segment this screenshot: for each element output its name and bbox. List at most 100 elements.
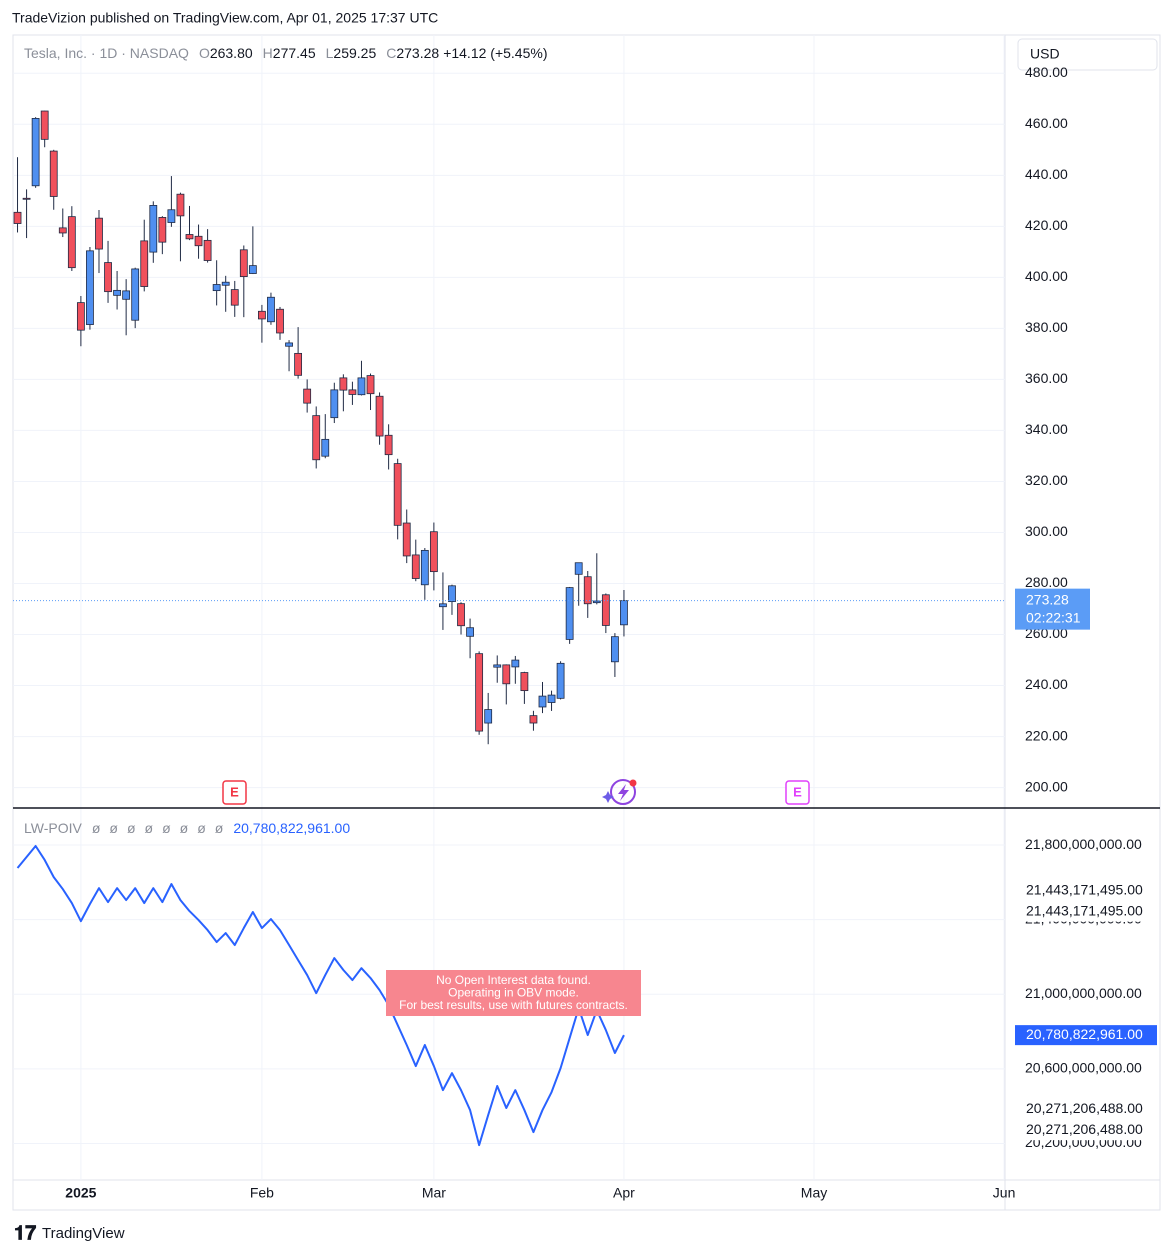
y-tick-label: 440.00: [1025, 166, 1068, 182]
annotation-text: For best results, use with futures contr…: [399, 998, 628, 1012]
ohlc-value: 263.80: [209, 45, 253, 61]
last-price-label: 273.28: [1026, 591, 1069, 607]
candle-body: [131, 268, 140, 321]
level-label-bg: [1018, 901, 1156, 922]
candle-body: [466, 627, 474, 637]
indicator-value: 20,780,822,961.00: [233, 820, 351, 836]
candle-body: [375, 395, 384, 437]
y-tick-label: 220.00: [1025, 727, 1068, 743]
ohlc-key: C: [386, 45, 397, 61]
candle-body: [348, 389, 357, 395]
earnings-label[interactable]: E: [230, 784, 239, 799]
candle-body: [267, 296, 275, 323]
candle-body: [86, 250, 94, 325]
candle-body: [439, 603, 447, 608]
brand: TradingView: [42, 1225, 125, 1242]
candle-body: [384, 434, 393, 456]
x-tick-label: May: [801, 1185, 827, 1201]
level-label: 20,271,206,488.00: [1026, 1121, 1143, 1137]
level-label: 21,443,171,495.00: [1026, 881, 1143, 897]
y-tick-label: 420.00: [1025, 217, 1068, 233]
candle-body: [294, 352, 303, 376]
ohlc-key: O: [198, 45, 210, 61]
brand-logo: 𝟏𝟕: [14, 1222, 36, 1244]
currency-button[interactable]: [1017, 38, 1158, 71]
candle-body: [592, 600, 601, 604]
last-value-box: [1015, 1025, 1157, 1046]
ohlc-value: 273.28: [396, 45, 440, 61]
candle-body: [339, 377, 348, 391]
candle-body: [610, 636, 619, 663]
y-tick-label: 320.00: [1025, 472, 1068, 488]
x-tick-label: Jun: [993, 1185, 1016, 1201]
candle-body: [176, 193, 185, 217]
candle-body: [330, 389, 339, 419]
event-icon[interactable]: [610, 779, 636, 805]
candle-body: [76, 302, 85, 331]
candle-body: [67, 216, 76, 269]
input-symbol: ø: [214, 820, 224, 836]
candle-body: [149, 205, 158, 253]
change: +14.12 (+5.45%): [443, 45, 548, 61]
candle-body: [574, 562, 583, 575]
candle-body: [167, 209, 176, 223]
candle-body: [113, 289, 121, 296]
candle-body: [276, 308, 284, 334]
candle-body: [13, 211, 22, 224]
y-tick-label: 360.00: [1025, 370, 1068, 386]
currency[interactable]: USD: [1030, 46, 1060, 62]
y-tick-label: 380.00: [1025, 319, 1068, 335]
candle-body: [58, 227, 67, 234]
candle-body: [40, 110, 49, 140]
candle-body: [203, 239, 212, 261]
x-tick-label: 2025: [65, 1185, 96, 1201]
input-symbol: ø: [126, 820, 136, 836]
candle-body: [303, 388, 312, 404]
y-tick-label: 460.00: [1025, 115, 1068, 131]
candle-body: [194, 235, 203, 247]
input-symbol: ø: [144, 820, 154, 836]
price-legend: Tesla, Inc. · 1D · NASDAQ O 263.80 H 277.45…: [24, 45, 547, 61]
ohlc-key: H: [262, 45, 273, 61]
candle-body: [538, 695, 547, 708]
candle-body: [620, 600, 628, 626]
earnings-icon[interactable]: [222, 780, 247, 805]
candle-body: [258, 310, 266, 320]
candle-body: [158, 217, 167, 243]
candle-body: [484, 709, 493, 724]
level-label-bg: [1018, 1120, 1156, 1141]
candle-body: [547, 694, 556, 703]
ohlc-key: L: [325, 45, 334, 61]
candle-body: [448, 585, 456, 603]
y-tick-label: 240.00: [1025, 676, 1068, 692]
candle-body: [49, 150, 58, 197]
y2-tick-label: 20,600,000,000.00: [1025, 1060, 1142, 1076]
input-symbol: ø: [109, 820, 118, 836]
y-tick-label: 200.00: [1025, 778, 1068, 794]
candle-body: [583, 576, 592, 605]
candle-body: [411, 554, 420, 579]
candle-body: [565, 587, 574, 640]
candle-body: [402, 522, 411, 557]
ohlc-value: 259.25: [333, 45, 377, 61]
input-symbol: ø: [91, 820, 101, 836]
candle-body: [104, 262, 112, 293]
input-symbol: ø: [197, 820, 206, 836]
annotation-box: [386, 970, 641, 1016]
x-tick-label: Feb: [250, 1185, 274, 1201]
input-symbol: ø: [179, 820, 189, 836]
candle-body: [95, 217, 103, 250]
candle-body: [357, 377, 366, 396]
candle-body: [321, 438, 330, 457]
ohlc-value: 277.45: [272, 45, 316, 61]
level-label: 20,271,206,488.00: [1026, 1100, 1143, 1116]
y2-tick-label: 21,800,000,000.00: [1025, 836, 1142, 852]
symbol: Tesla, Inc. · 1D · NASDAQ: [24, 45, 189, 61]
candle-body: [556, 662, 565, 699]
earnings-icon[interactable]: [785, 780, 810, 805]
sparkle: [602, 791, 614, 803]
candle-body: [230, 289, 239, 306]
earnings-label[interactable]: E: [793, 784, 802, 799]
